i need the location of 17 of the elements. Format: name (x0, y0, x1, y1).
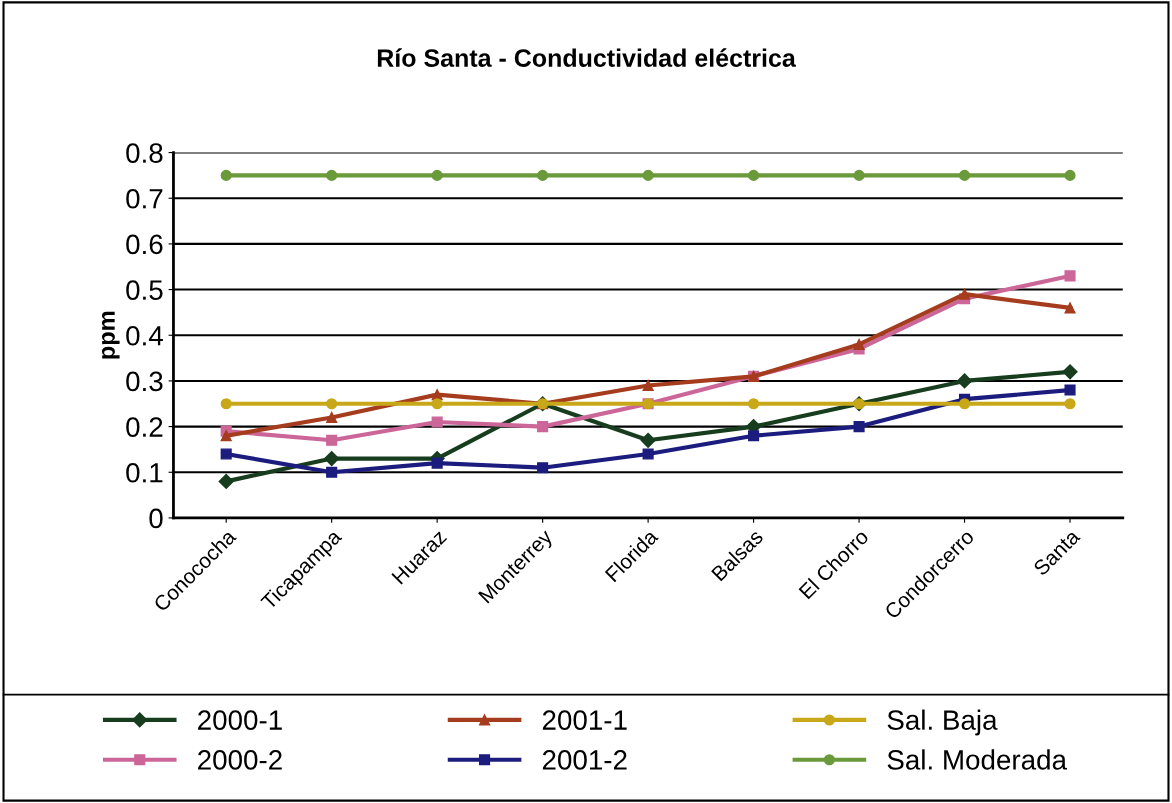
y-tick-label: 0.4 (126, 325, 163, 346)
y-tick-label: 0 (149, 508, 163, 529)
legend-label: Sal. Baja (887, 709, 998, 736)
y-tick-label: 0.2 (126, 417, 163, 437)
chart-title: Río Santa - Conductividad eléctrica (377, 48, 796, 67)
y-tick-label: 0.1 (126, 462, 163, 483)
y-tick-label: 0.5 (126, 280, 163, 300)
y-axis-title: ppm (101, 311, 120, 359)
legend-label: 2001-2 (542, 750, 627, 770)
y-tick-label: 0.3 (126, 371, 163, 392)
legend-label: 2000-1 (198, 710, 282, 730)
y-tick-label: 0.6 (126, 234, 163, 255)
y-tick-label: 0.8 (126, 143, 163, 163)
y-tick-label: 0.7 (126, 188, 163, 209)
legend-label: Sal. Moderada (887, 749, 1067, 770)
legend-label: 2000-2 (198, 750, 282, 770)
legend-label: 2001-1 (542, 710, 627, 730)
